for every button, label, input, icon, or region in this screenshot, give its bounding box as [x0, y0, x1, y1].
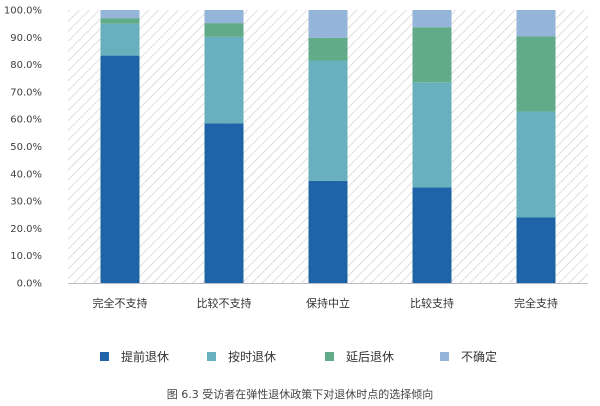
y-tick-label: 60.0% — [10, 115, 42, 126]
bar-segment — [308, 10, 348, 38]
y-tick-label: 20.0% — [10, 224, 42, 235]
figure-caption: 图 6.3 受访者在弹性退休政策下对退休时点的选择倾向 — [167, 387, 434, 401]
legend-swatch — [100, 352, 109, 361]
y-tick-label: 100.0% — [4, 6, 42, 17]
x-axis: 完全不支持 比较不支持 保持中立 比较支持 完全支持 — [68, 283, 588, 310]
bar-segment — [204, 23, 244, 37]
y-tick-label: 10.0% — [10, 251, 42, 262]
legend-swatch — [207, 352, 216, 361]
x-tick-label: 完全不支持 — [93, 296, 148, 310]
legend-label: 提前退休 — [121, 349, 169, 364]
bar-segment — [204, 10, 244, 24]
bar-segment — [100, 10, 140, 19]
x-tick-label: 完全支持 — [514, 296, 558, 310]
bar-segment — [308, 60, 348, 181]
bar-segment — [516, 10, 556, 37]
bar-segment — [516, 111, 556, 218]
bar-segment — [204, 36, 244, 124]
legend: 提前退休 按时退休 延后退休 不确定 — [100, 349, 497, 364]
bars — [100, 10, 556, 283]
bar-segment — [100, 55, 140, 283]
bar-segment — [204, 123, 244, 283]
y-tick-label: 50.0% — [10, 142, 42, 153]
bar-segment — [412, 82, 452, 188]
y-tick-label: 90.0% — [10, 33, 42, 44]
legend-label: 按时退休 — [228, 350, 276, 364]
y-tick-label: 70.0% — [10, 87, 42, 98]
bar-segment — [412, 27, 452, 83]
bar-segment — [308, 37, 348, 61]
y-tick-label: 40.0% — [10, 169, 42, 180]
x-tick-label: 比较不支持 — [197, 296, 252, 310]
legend-label: 不确定 — [461, 349, 497, 364]
legend-swatch — [440, 352, 449, 361]
bar-segment — [412, 10, 452, 28]
x-tick-label: 比较支持 — [410, 296, 454, 310]
bar-segment — [516, 217, 556, 283]
x-tick-label: 保持中立 — [306, 296, 350, 310]
y-tick-label: 30.0% — [10, 197, 42, 208]
bar-segment — [516, 36, 556, 112]
y-tick-label: 0.0% — [17, 279, 42, 290]
y-axis: 0.0% 10.0% 20.0% 30.0% 40.0% 50.0% 60.0% 70.0% 8… — [4, 6, 42, 290]
bar-segment — [412, 187, 452, 283]
legend-label: 延后退休 — [346, 350, 394, 364]
legend-swatch — [325, 352, 334, 361]
bar-segment — [308, 180, 348, 283]
bar-segment — [100, 23, 140, 56]
y-tick-label: 80.0% — [10, 60, 42, 71]
bar-segment — [100, 18, 140, 24]
